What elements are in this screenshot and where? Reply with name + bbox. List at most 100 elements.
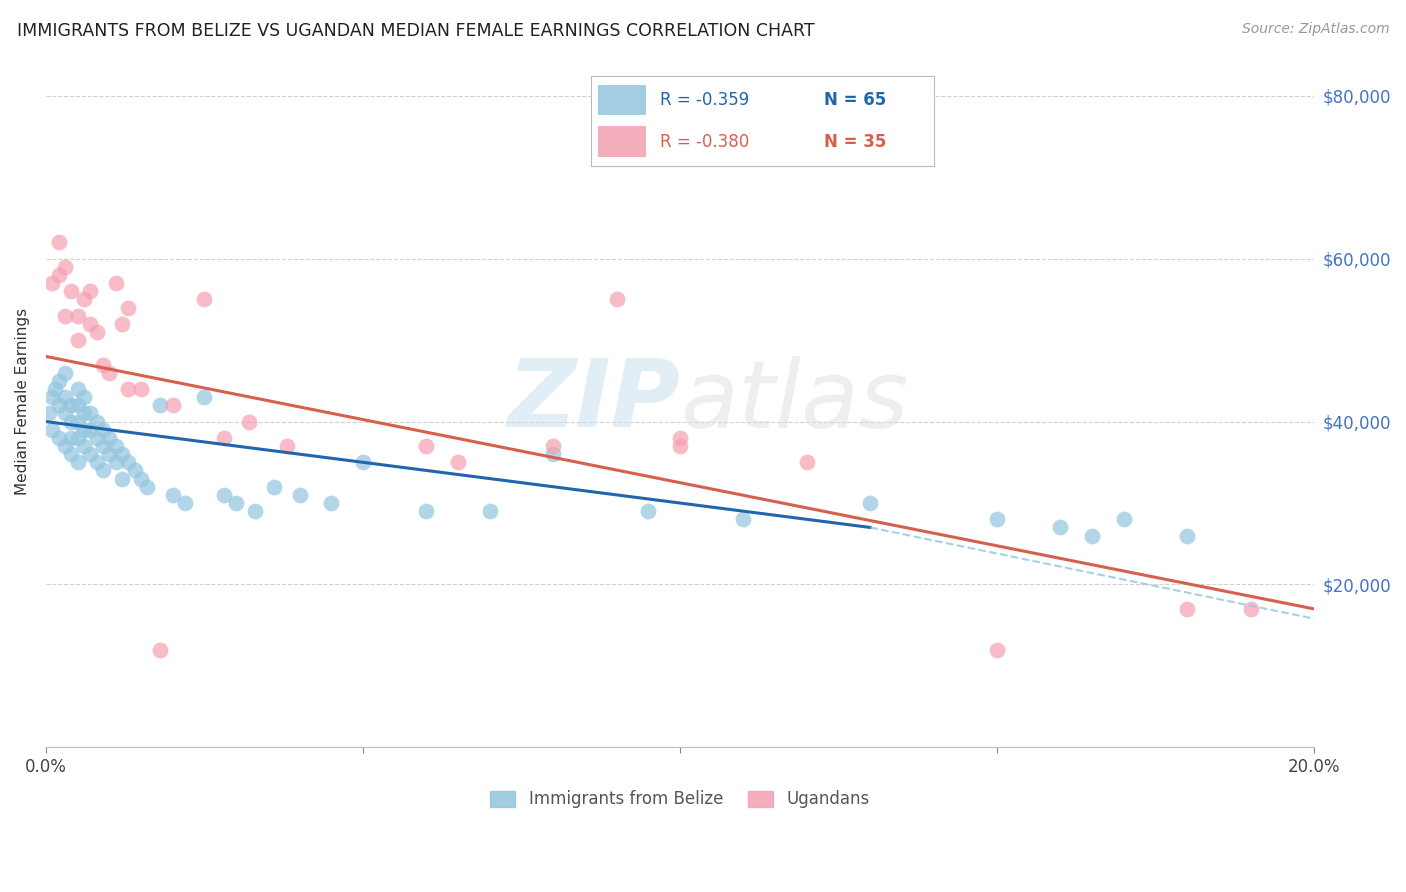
Point xyxy=(796,455,818,469)
Point xyxy=(321,496,343,510)
Text: Source: ZipAtlas.com: Source: ZipAtlas.com xyxy=(1241,22,1389,37)
Point xyxy=(66,333,89,347)
Point xyxy=(111,472,134,486)
Point xyxy=(41,276,63,290)
Point xyxy=(60,285,83,299)
Point xyxy=(669,431,692,445)
Point xyxy=(41,390,63,404)
Point xyxy=(60,431,83,445)
Point xyxy=(91,463,114,477)
Point xyxy=(136,480,159,494)
Point xyxy=(48,398,70,412)
Point xyxy=(669,439,692,453)
Point xyxy=(1049,520,1071,534)
Point xyxy=(48,374,70,388)
Point xyxy=(73,293,96,307)
Point xyxy=(174,496,197,510)
Point xyxy=(245,504,267,518)
Point xyxy=(98,366,121,380)
Point xyxy=(53,260,76,274)
Point xyxy=(104,455,127,469)
Point xyxy=(111,317,134,331)
Point xyxy=(48,431,70,445)
Point xyxy=(149,398,172,412)
Text: ZIP: ZIP xyxy=(508,355,681,447)
Point xyxy=(53,390,76,404)
Point xyxy=(986,642,1008,657)
Point xyxy=(66,382,89,396)
Point xyxy=(66,431,89,445)
Point xyxy=(149,642,172,657)
Point xyxy=(288,488,311,502)
Point xyxy=(98,431,121,445)
Point xyxy=(48,268,70,282)
Point xyxy=(352,455,374,469)
Point xyxy=(79,285,101,299)
Point xyxy=(415,504,437,518)
Point xyxy=(606,293,628,307)
Text: IMMIGRANTS FROM BELIZE VS UGANDAN MEDIAN FEMALE EARNINGS CORRELATION CHART: IMMIGRANTS FROM BELIZE VS UGANDAN MEDIAN… xyxy=(17,22,814,40)
Point xyxy=(129,382,152,396)
Point xyxy=(117,382,139,396)
Point xyxy=(79,447,101,461)
Point xyxy=(447,455,470,469)
Point xyxy=(86,455,108,469)
Point xyxy=(91,423,114,437)
Point xyxy=(73,407,96,421)
Text: atlas: atlas xyxy=(681,356,908,447)
Point xyxy=(41,423,63,437)
Legend: Immigrants from Belize, Ugandans: Immigrants from Belize, Ugandans xyxy=(484,784,876,815)
Point xyxy=(276,439,298,453)
Point xyxy=(91,439,114,453)
Point xyxy=(79,407,101,421)
Point xyxy=(73,439,96,453)
Point xyxy=(104,276,127,290)
Point xyxy=(60,415,83,429)
Point xyxy=(162,398,184,412)
Point xyxy=(91,358,114,372)
Point xyxy=(79,317,101,331)
Point xyxy=(986,512,1008,526)
Point xyxy=(212,488,235,502)
Point xyxy=(238,415,260,429)
Point xyxy=(66,415,89,429)
Point xyxy=(478,504,501,518)
Point xyxy=(1175,528,1198,542)
Point xyxy=(98,447,121,461)
Point xyxy=(38,407,60,421)
Point xyxy=(66,398,89,412)
Point xyxy=(1081,528,1104,542)
Point xyxy=(53,309,76,323)
Point xyxy=(263,480,285,494)
Point xyxy=(733,512,755,526)
Point xyxy=(86,431,108,445)
Point xyxy=(79,423,101,437)
Point xyxy=(60,447,83,461)
Point xyxy=(60,398,83,412)
Point xyxy=(53,407,76,421)
Point xyxy=(53,366,76,380)
Point xyxy=(212,431,235,445)
Point xyxy=(73,390,96,404)
Point xyxy=(129,472,152,486)
Y-axis label: Median Female Earnings: Median Female Earnings xyxy=(15,308,30,495)
Point xyxy=(66,455,89,469)
Point xyxy=(1112,512,1135,526)
Point xyxy=(66,309,89,323)
Point xyxy=(124,463,146,477)
Point xyxy=(637,504,659,518)
Point xyxy=(104,439,127,453)
Point xyxy=(86,325,108,339)
Point xyxy=(193,390,215,404)
Point xyxy=(415,439,437,453)
Point xyxy=(111,447,134,461)
Point xyxy=(193,293,215,307)
Point xyxy=(541,447,564,461)
Point xyxy=(86,415,108,429)
Point xyxy=(225,496,247,510)
Point xyxy=(541,439,564,453)
Point xyxy=(859,496,882,510)
Point xyxy=(44,382,66,396)
Point xyxy=(1175,602,1198,616)
Point xyxy=(162,488,184,502)
